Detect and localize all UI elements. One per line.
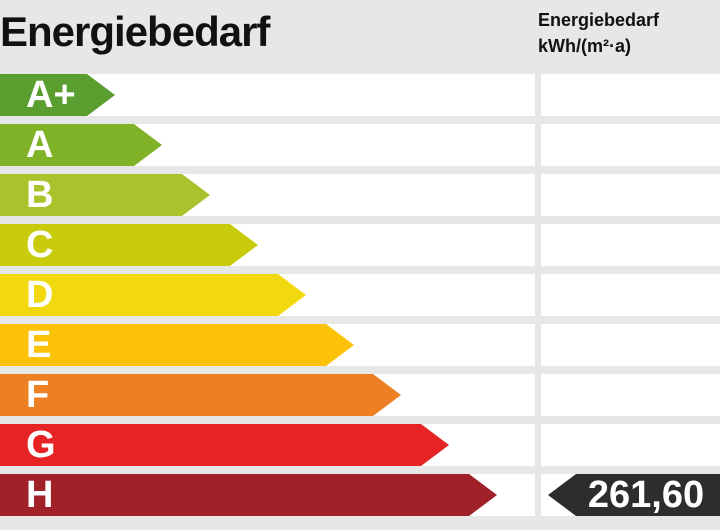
energy-band-arrow: B [0, 174, 210, 216]
energy-band-b: B [0, 174, 720, 216]
energy-band-g: G [0, 424, 720, 466]
energy-band-arrow: A [0, 124, 162, 166]
energy-band-d: D [0, 274, 720, 316]
energy-band-letter: A [26, 124, 54, 166]
unit-header-line1: Energiebedarf [538, 10, 660, 30]
energy-band-c: C [0, 224, 720, 266]
energy-scale: A+ A B C D E F G [0, 66, 720, 516]
page-title: Energiebedarf [0, 8, 270, 55]
energy-band-arrow: G [0, 424, 449, 466]
energy-band-arrow: F [0, 374, 401, 416]
energy-band-a: A [0, 124, 720, 166]
energy-band-arrow: C [0, 224, 258, 266]
energy-band-letter: H [26, 474, 54, 516]
energy-band-letter: B [26, 174, 54, 216]
energy-band-letter: C [26, 224, 54, 266]
grid-vertical-line [535, 66, 541, 530]
energy-band-arrow: H [0, 474, 497, 516]
energy-band-letter: A+ [26, 74, 76, 116]
value-badge-text: 261,60 [587, 473, 705, 516]
unit-header: Energiebedarf kWh/(m²·a) [538, 7, 659, 59]
unit-header-line2: kWh/(m²·a) [538, 36, 631, 56]
value-badge: 261,60 [548, 474, 720, 516]
energy-band-arrow: A+ [0, 74, 115, 116]
energy-band-arrow: E [0, 324, 354, 366]
energy-band-letter: G [26, 424, 56, 466]
energy-band-aplus: A+ [0, 74, 720, 116]
energy-band-f: F [0, 374, 720, 416]
energy-band-arrow: D [0, 274, 306, 316]
energy-band-letter: E [26, 324, 52, 366]
energy-band-e: E [0, 324, 720, 366]
energy-band-letter: D [26, 274, 54, 316]
energy-band-letter: F [26, 374, 50, 416]
